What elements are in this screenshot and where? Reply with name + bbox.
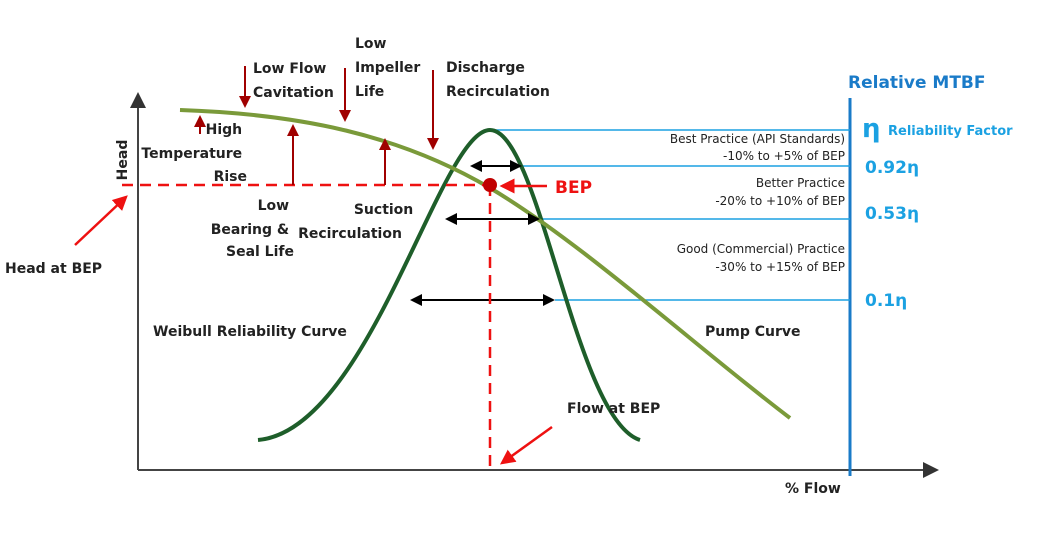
factor-good: 0.1η: [865, 291, 907, 311]
factor-better: 0.53η: [865, 204, 919, 224]
weibull-curve-label: Weibull Reliability Curve: [153, 324, 347, 340]
better-practice-range: -20% to +10% of BEP: [715, 194, 845, 208]
low-flow-cavitation-label: Low Flow Cavitation: [253, 61, 334, 101]
pump-curve: [179, 108, 792, 420]
low-impeller-life-label: Low Impeller Life: [355, 36, 425, 100]
discharge-recirculation-label: Discharge Recirculation: [446, 60, 550, 100]
head-at-bep-label: Head at BEP: [5, 261, 102, 277]
suction-recirculation-label: Suction Recirculation: [298, 202, 418, 242]
eta-symbol: η: [862, 114, 881, 144]
reliability-factor-label: Reliability Factor: [888, 124, 1013, 139]
low-bearing-seal-life-label: Low Bearing & Seal Life: [211, 198, 294, 260]
bep-point: [483, 178, 497, 192]
flow-at-bep-arrow: [499, 425, 553, 465]
high-temperature-rise-label: High Temperature Rise: [141, 122, 247, 185]
better-practice-name: Better Practice: [756, 176, 845, 190]
good-practice-range: -30% to +15% of BEP: [715, 260, 845, 274]
bep-label: BEP: [555, 178, 592, 198]
flow-at-bep-label: Flow at BEP: [567, 401, 660, 417]
best-practice-range: -10% to +5% of BEP: [723, 149, 845, 163]
best-practice-name: Best Practice (API Standards): [670, 132, 845, 146]
y-axis-label: Head: [115, 140, 131, 181]
good-practice-name: Good (Commercial) Practice: [677, 242, 845, 256]
weibull-reliability-curve: [257, 127, 641, 442]
pump-curve-label: Pump Curve: [705, 324, 800, 340]
mtbf-title: Relative MTBF: [848, 73, 986, 93]
x-axis-label: % Flow: [785, 481, 841, 497]
factor-best: 0.92η: [865, 158, 919, 178]
head-at-bep-arrow: [74, 195, 128, 246]
